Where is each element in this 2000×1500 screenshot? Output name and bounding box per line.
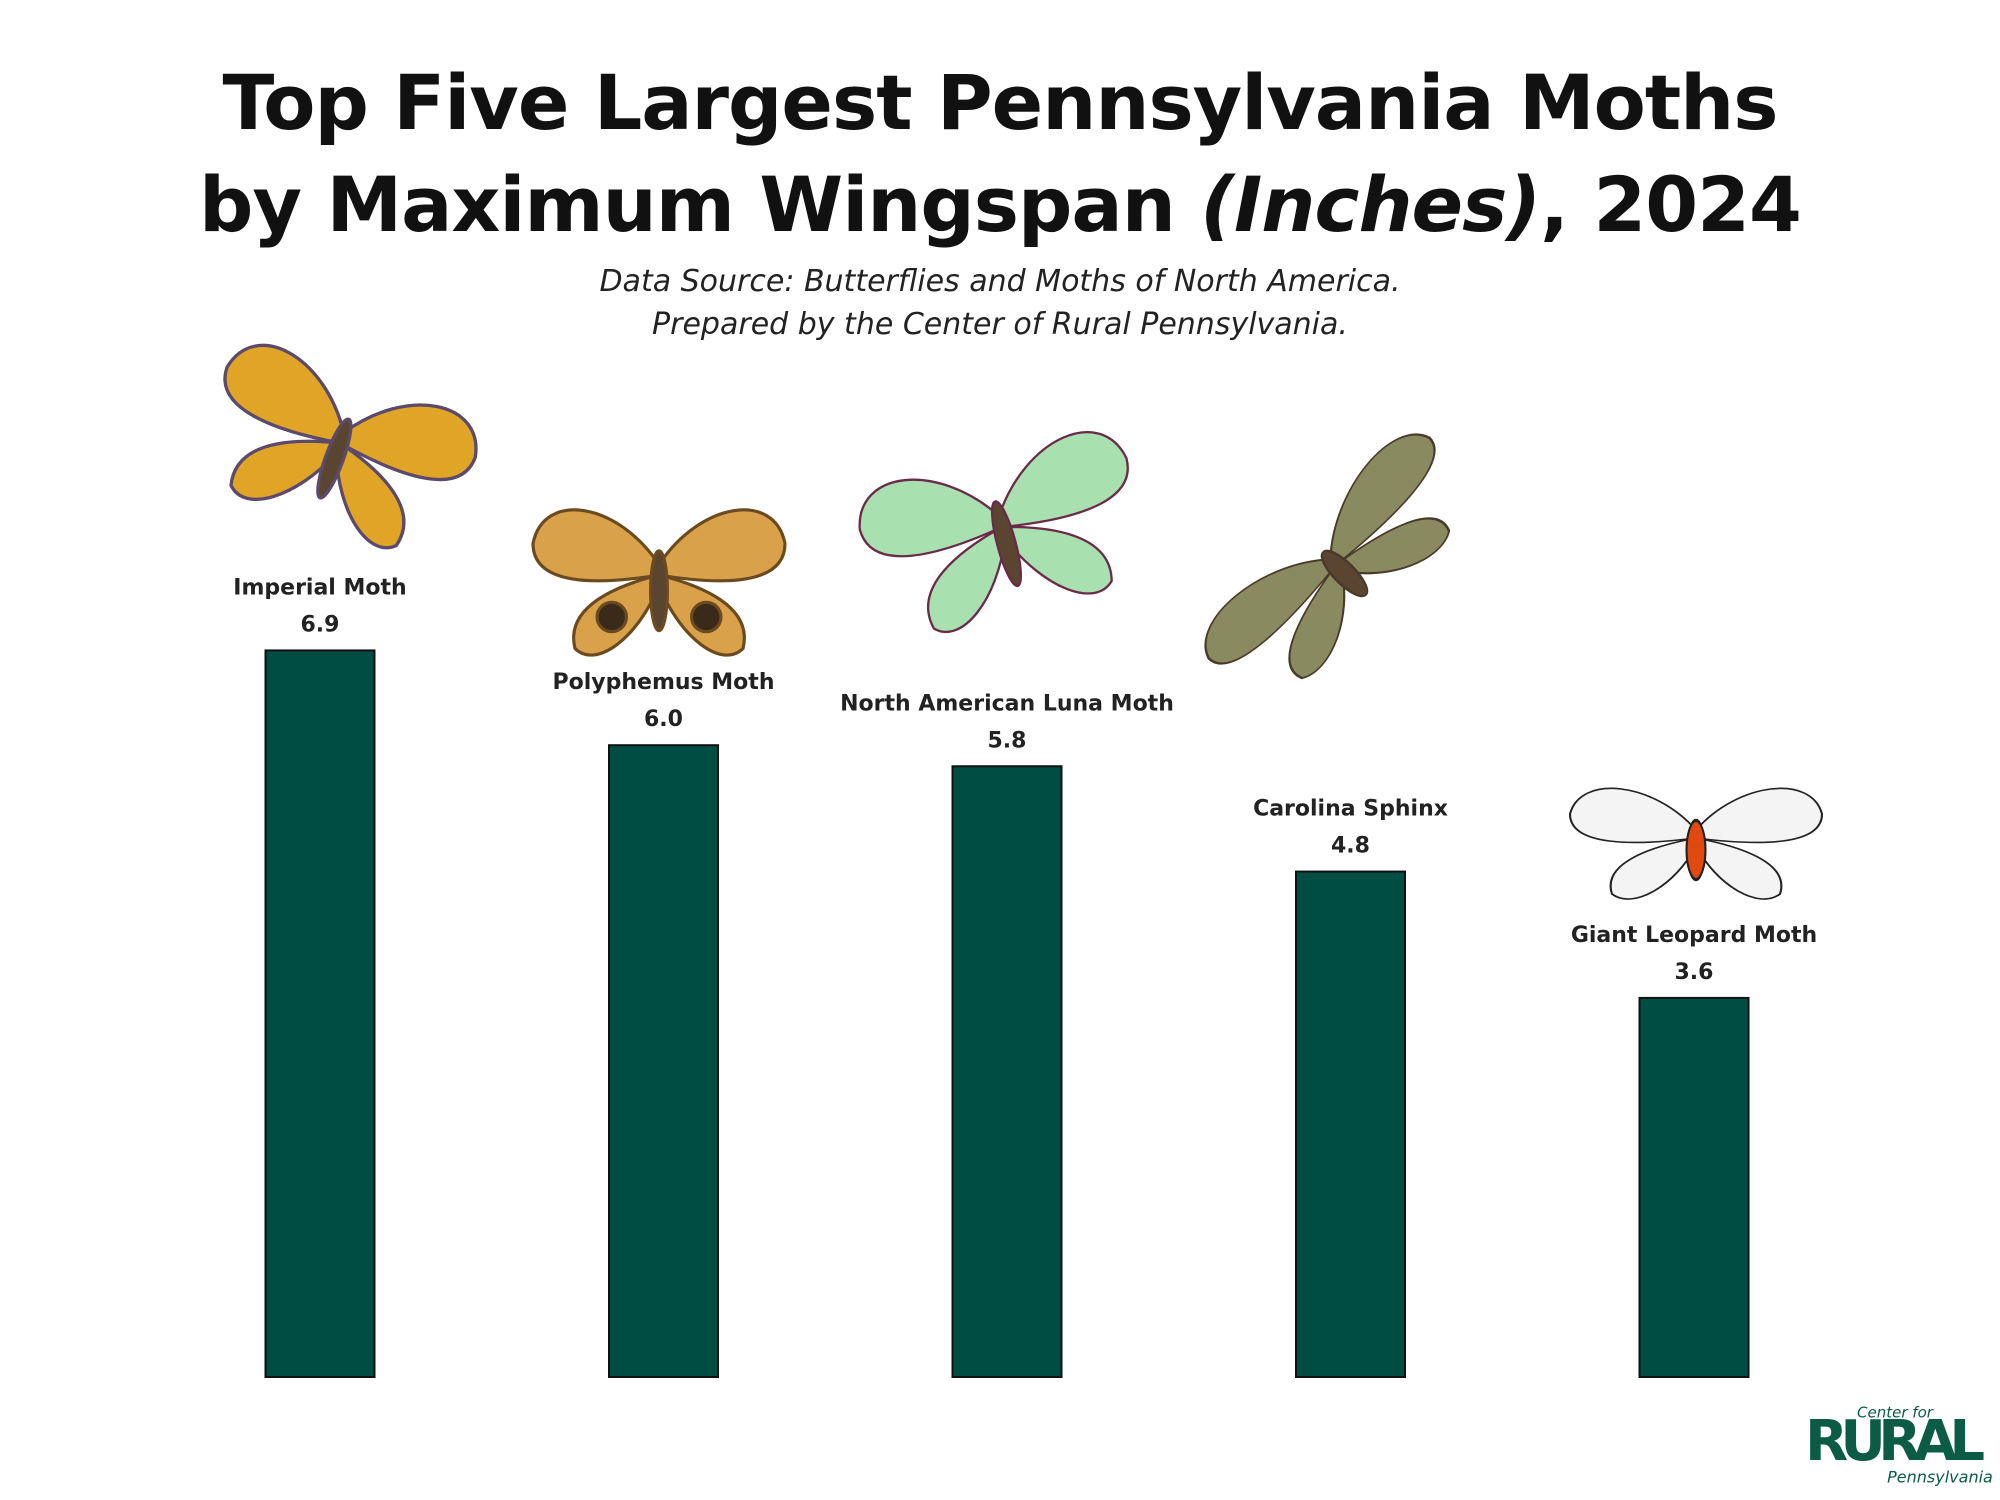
subtitle: Prepared by the Center of Rural Pennsylv…: [652, 307, 1348, 342]
category-label: Polyphemus Moth: [553, 670, 775, 695]
category-label: Giant Leopard Moth: [1571, 923, 1817, 948]
title-line: Top Five Largest Pennsylvania Moths: [222, 58, 1778, 147]
logo-top: Center for: [1857, 1404, 1934, 1422]
title-part: (Inches): [1200, 160, 1541, 249]
moth-illustration: [1189, 418, 1491, 720]
subtitle: Data Source: Butterflies and Moths of No…: [599, 264, 1401, 299]
logo-bottom: Pennsylvania: [1887, 1468, 1993, 1487]
moth-illustration: [1568, 787, 1824, 901]
title-part: by Maximum Wingspan: [199, 160, 1176, 249]
logo-main: RURAL: [1805, 1409, 1985, 1474]
moth-illustration: [849, 421, 1160, 649]
bar: [1295, 870, 1406, 1378]
bar: [1638, 996, 1750, 1378]
bar: [608, 744, 719, 1378]
value-label: 6.0: [644, 707, 683, 732]
title-line: by Maximum Wingspan (Inches), 2024: [0, 160, 2000, 249]
value-label: 6.9: [301, 612, 340, 637]
category-label: Carolina Sphinx: [1253, 797, 1448, 822]
moth-illustration: [531, 508, 787, 657]
value-label: 3.6: [1675, 960, 1714, 985]
bar: [264, 649, 376, 1378]
moth-illustration: [185, 332, 490, 569]
value-label: 4.8: [1331, 834, 1370, 859]
bar: [951, 765, 1063, 1378]
category-label: North American Luna Moth: [840, 691, 1174, 716]
title-part: , 2024: [1540, 160, 1802, 249]
category-label: Imperial Moth: [233, 575, 406, 600]
value-label: 5.8: [988, 728, 1027, 753]
